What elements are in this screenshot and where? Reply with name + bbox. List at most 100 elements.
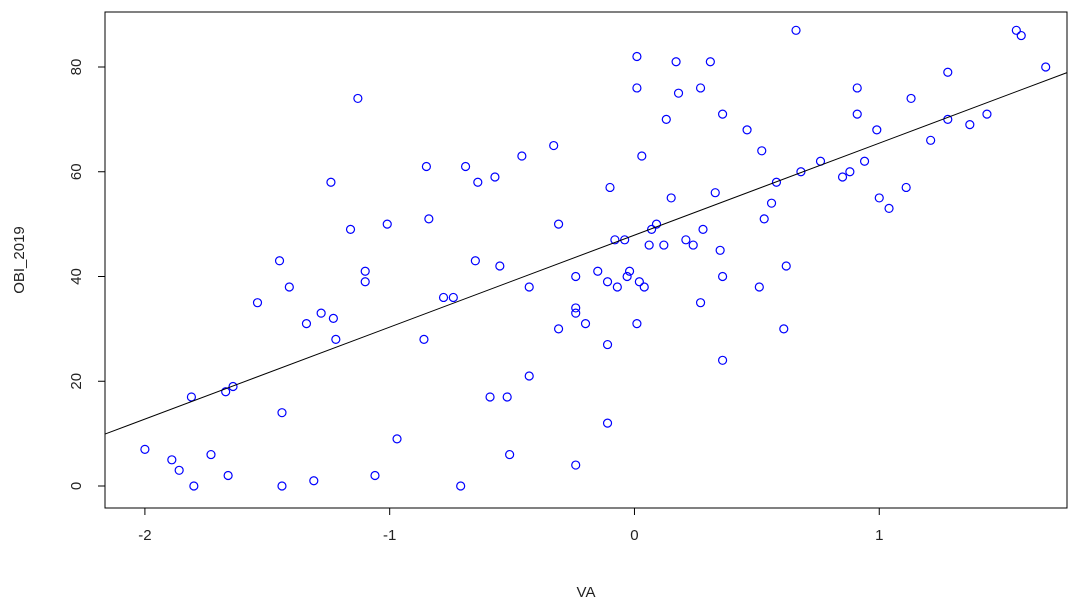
point (1016, 30, 1026, 41)
point (277, 408, 287, 418)
point (742, 125, 752, 135)
point (186, 392, 197, 402)
y-tick-label: 60 (68, 163, 85, 180)
point (859, 156, 870, 166)
point (284, 282, 294, 292)
point (456, 481, 466, 491)
point (681, 235, 691, 245)
point (370, 470, 380, 481)
point (634, 277, 644, 287)
y-tick-label: 40 (68, 268, 85, 285)
point (167, 455, 177, 465)
point (517, 151, 527, 161)
y-tick-label: 0 (68, 482, 85, 490)
point (602, 418, 613, 428)
y-tick-label: 80 (68, 59, 85, 76)
point (926, 135, 936, 145)
point (360, 277, 370, 287)
point (571, 303, 581, 313)
point (549, 140, 559, 151)
point (438, 292, 449, 303)
point (695, 83, 706, 93)
point (602, 339, 613, 350)
point (593, 266, 603, 276)
point (661, 114, 671, 124)
point (470, 256, 480, 266)
point (223, 470, 233, 481)
x-tick-label: -1 (383, 527, 396, 544)
point (637, 151, 647, 161)
point (610, 235, 620, 245)
point (837, 172, 848, 182)
y-tick-label: 20 (68, 373, 85, 390)
point (382, 219, 392, 229)
point (473, 177, 483, 187)
y-axis-title: OBI_2019 (11, 226, 28, 294)
point (717, 109, 728, 119)
point (651, 219, 662, 229)
point (757, 146, 767, 156)
point (644, 240, 654, 250)
point (424, 214, 434, 224)
point (301, 319, 312, 329)
point (965, 120, 975, 130)
point (647, 224, 657, 234)
point (1011, 25, 1021, 35)
point (571, 308, 581, 318)
point (495, 261, 505, 271)
point (632, 83, 642, 93)
point (252, 298, 263, 308)
point (309, 476, 319, 486)
point (316, 308, 326, 318)
point (328, 313, 338, 323)
point (228, 381, 238, 392)
point (982, 109, 992, 119)
point (460, 161, 471, 172)
plot-frame (104, 11, 1068, 509)
point (715, 245, 725, 255)
point (874, 193, 884, 203)
point (779, 324, 789, 334)
point (659, 240, 669, 250)
point (221, 387, 231, 397)
point (448, 292, 458, 303)
point (524, 282, 534, 292)
point (943, 67, 953, 77)
point (791, 25, 801, 35)
point (766, 198, 777, 208)
point (502, 392, 512, 402)
point (759, 214, 769, 224)
point (901, 182, 911, 193)
point (688, 240, 698, 250)
point (639, 282, 649, 292)
point (580, 319, 591, 329)
point (612, 282, 622, 292)
x-tick-label: -2 (138, 527, 151, 544)
point (277, 481, 287, 491)
point (884, 203, 894, 214)
point (421, 161, 432, 172)
point (326, 177, 336, 187)
point (845, 167, 855, 177)
point (485, 392, 495, 402)
point (710, 188, 720, 198)
point (852, 109, 862, 119)
point (705, 57, 715, 67)
point (671, 57, 681, 67)
point (274, 256, 285, 266)
point (505, 449, 515, 460)
point (698, 224, 708, 234)
point (553, 219, 564, 229)
point (624, 266, 635, 276)
point (206, 449, 216, 460)
point (524, 371, 534, 381)
point (906, 93, 916, 104)
point (331, 334, 341, 344)
point (490, 172, 500, 182)
point (571, 460, 581, 470)
point (872, 125, 882, 135)
point (622, 271, 632, 282)
point (360, 266, 370, 276)
point (1041, 62, 1051, 72)
point (695, 298, 706, 308)
